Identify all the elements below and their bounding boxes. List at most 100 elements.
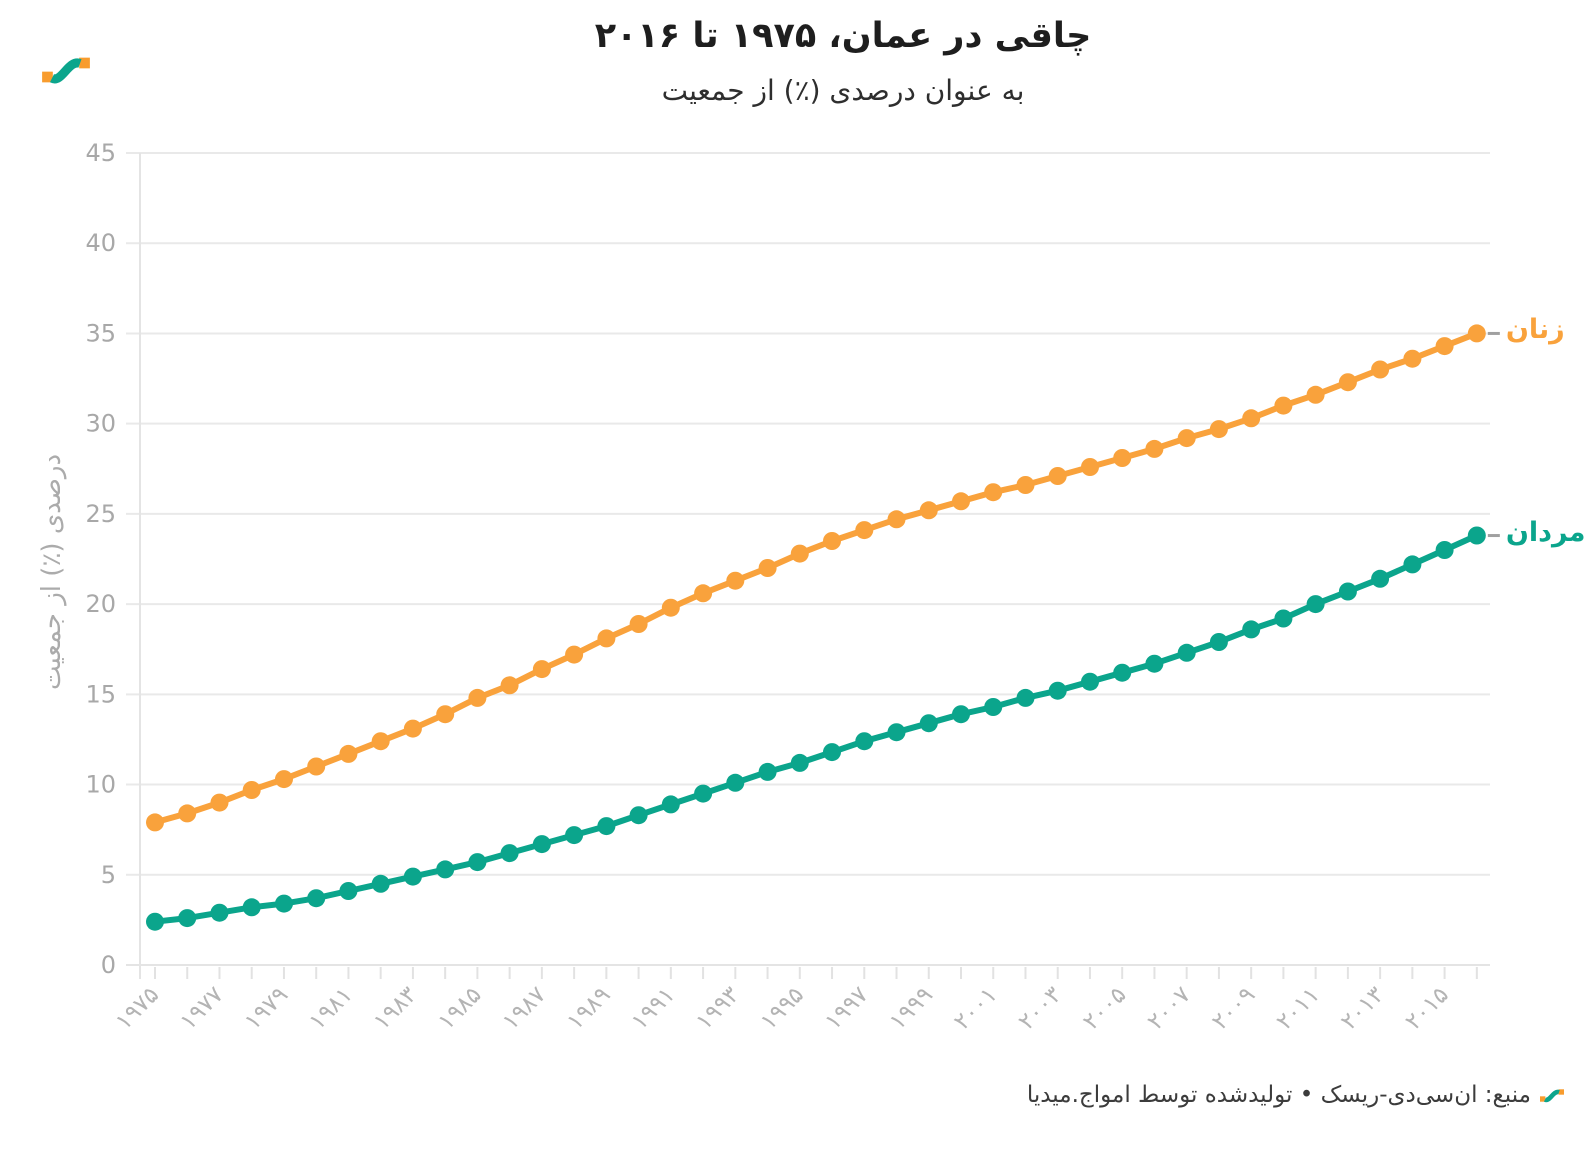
data-point[interactable] <box>500 844 519 863</box>
data-point[interactable] <box>629 806 648 825</box>
data-point[interactable] <box>339 744 358 763</box>
data-point[interactable] <box>436 705 455 724</box>
data-point[interactable] <box>468 853 487 872</box>
data-point[interactable] <box>565 826 584 845</box>
data-point[interactable] <box>403 719 422 738</box>
data-point[interactable] <box>919 501 938 520</box>
data-point[interactable] <box>1242 620 1261 639</box>
data-point[interactable] <box>1081 672 1099 691</box>
data-point[interactable] <box>1371 360 1390 379</box>
x-tick-label: ۱۹۹۳ <box>691 982 744 1035</box>
data-point[interactable] <box>1435 541 1454 559</box>
data-point[interactable] <box>403 867 422 886</box>
data-point[interactable] <box>726 571 745 590</box>
data-point[interactable] <box>500 676 519 695</box>
data-point[interactable] <box>1403 349 1422 368</box>
data-point[interactable] <box>532 835 551 854</box>
footer-attribution: منبع: ان‌سی‌دی-ریسک • تولیدشده توسط اموا… <box>1027 1082 1564 1108</box>
data-point[interactable] <box>210 903 229 922</box>
data-point[interactable] <box>1145 654 1164 673</box>
data-point[interactable] <box>1113 663 1132 682</box>
data-point[interactable] <box>984 698 1003 716</box>
x-tick-label: ۱۹۸۵ <box>433 982 486 1035</box>
data-point[interactable] <box>242 898 261 917</box>
data-point[interactable] <box>1048 681 1067 700</box>
data-point[interactable] <box>307 889 326 908</box>
data-point[interactable] <box>532 660 551 679</box>
x-tick-label: ۱۹۹۷ <box>820 982 873 1035</box>
data-point[interactable] <box>307 757 326 776</box>
series-men[interactable] <box>146 526 1486 931</box>
data-point[interactable] <box>1177 429 1196 448</box>
data-point[interactable] <box>275 894 293 913</box>
data-point[interactable] <box>1338 373 1357 392</box>
data-point[interactable] <box>1338 582 1357 601</box>
data-point[interactable] <box>1306 385 1325 404</box>
data-point[interactable] <box>371 874 390 893</box>
data-point[interactable] <box>1145 439 1164 458</box>
data-point[interactable] <box>371 732 390 751</box>
data-point[interactable] <box>984 483 1003 502</box>
data-point[interactable] <box>468 688 487 707</box>
x-tick-label: ۱۹۸۳ <box>369 982 422 1035</box>
y-tick-label: 10 <box>85 771 116 799</box>
data-point[interactable] <box>1016 476 1035 494</box>
data-point[interactable] <box>790 544 809 563</box>
data-point[interactable] <box>1048 467 1067 485</box>
data-point[interactable] <box>661 795 680 814</box>
data-point[interactable] <box>1081 458 1099 476</box>
x-tick-label: ۲۰۱۱ <box>1272 982 1325 1035</box>
x-tick-label: ۱۹۷۵ <box>111 982 164 1035</box>
data-point[interactable] <box>855 732 874 751</box>
data-point[interactable] <box>178 804 197 823</box>
data-point[interactable] <box>952 492 970 511</box>
data-point[interactable] <box>1016 688 1035 707</box>
data-point[interactable] <box>726 773 745 792</box>
data-point[interactable] <box>1403 555 1422 574</box>
data-point[interactable] <box>823 532 841 550</box>
y-tick-label: 45 <box>85 139 116 167</box>
data-point[interactable] <box>1435 337 1454 356</box>
data-point[interactable] <box>952 705 970 724</box>
data-point[interactable] <box>758 559 777 577</box>
data-point[interactable] <box>1274 396 1293 415</box>
series-line <box>152 532 1480 925</box>
data-point[interactable] <box>1306 595 1325 614</box>
data-point[interactable] <box>919 714 938 733</box>
data-point[interactable] <box>661 598 680 617</box>
data-point[interactable] <box>758 762 777 781</box>
data-point[interactable] <box>1177 643 1196 662</box>
data-point[interactable] <box>1209 420 1228 439</box>
data-point[interactable] <box>1209 633 1228 651</box>
data-point[interactable] <box>629 615 648 633</box>
data-point[interactable] <box>565 645 584 664</box>
data-point[interactable] <box>1371 569 1390 588</box>
data-point[interactable] <box>146 813 164 832</box>
data-point[interactable] <box>694 784 713 803</box>
x-tick-label: ۲۰۰۱ <box>949 982 1002 1035</box>
data-point[interactable] <box>146 912 164 931</box>
data-point[interactable] <box>887 510 906 529</box>
y-tick-label: 35 <box>85 319 116 347</box>
data-point[interactable] <box>823 743 841 762</box>
data-point[interactable] <box>1113 449 1132 467</box>
data-point[interactable] <box>597 629 616 648</box>
footer-source-text: منبع: ان‌سی‌دی-ریسک • تولیدشده توسط اموا… <box>1026 1082 1531 1108</box>
data-point[interactable] <box>436 860 455 879</box>
data-point[interactable] <box>339 882 358 900</box>
data-point[interactable] <box>597 817 616 836</box>
data-point[interactable] <box>178 909 197 928</box>
data-point[interactable] <box>275 770 293 789</box>
brand-wave-logo-icon <box>42 57 90 84</box>
data-point[interactable] <box>1242 409 1261 428</box>
data-point[interactable] <box>1467 324 1486 343</box>
data-point[interactable] <box>1467 526 1486 545</box>
data-point[interactable] <box>790 753 809 772</box>
data-point[interactable] <box>242 781 261 799</box>
data-point[interactable] <box>855 521 874 540</box>
series-women[interactable] <box>146 324 1486 832</box>
data-point[interactable] <box>694 584 713 603</box>
data-point[interactable] <box>1274 609 1293 628</box>
data-point[interactable] <box>210 793 229 812</box>
data-point[interactable] <box>887 723 906 742</box>
